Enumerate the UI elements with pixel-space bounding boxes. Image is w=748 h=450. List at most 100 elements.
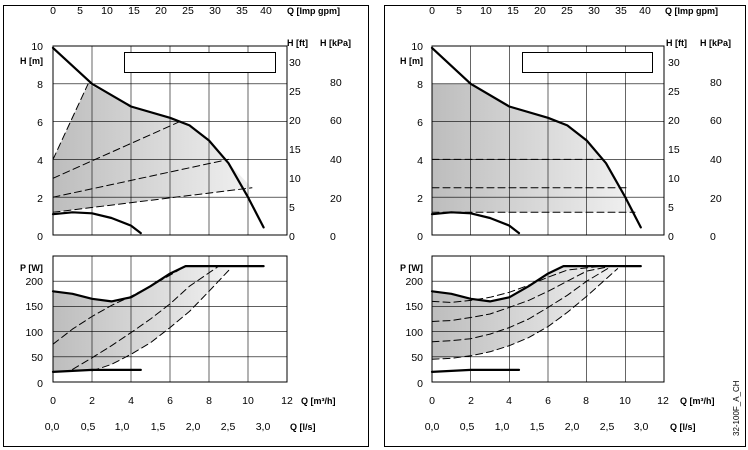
y-tick: 0 bbox=[37, 378, 43, 390]
ls-tick: 1,0 bbox=[115, 421, 130, 433]
y-axis-title: P [W] bbox=[20, 263, 43, 273]
x-tick: 10 bbox=[619, 395, 631, 407]
operating-region-fill bbox=[432, 83, 635, 213]
top-tick: 5 bbox=[456, 5, 462, 17]
dashed-curve bbox=[52, 121, 181, 179]
ft-tick: 5 bbox=[289, 202, 295, 214]
dashed-curve bbox=[431, 265, 613, 343]
y-tick: 50 bbox=[31, 352, 43, 364]
dashed-curve bbox=[52, 187, 253, 213]
ls-tick: 0,0 bbox=[425, 421, 440, 433]
max-speed-curve bbox=[430, 265, 642, 303]
top-tick: 40 bbox=[639, 5, 651, 17]
document-code: 32-100F_A_CH bbox=[732, 380, 741, 436]
max-speed-curve bbox=[51, 46, 265, 229]
y-axis-title: P [W] bbox=[400, 263, 423, 273]
x-tick: 12 bbox=[281, 395, 293, 407]
ft-tick: 5 bbox=[668, 202, 674, 214]
ls-tick: 2,0 bbox=[186, 421, 201, 433]
y-tick: 6 bbox=[417, 117, 423, 129]
y-tick: 4 bbox=[417, 155, 423, 167]
x-tick: 12 bbox=[657, 395, 669, 407]
x-tick: 0 bbox=[429, 395, 435, 407]
ft-tick: 15 bbox=[668, 144, 680, 156]
dashed-curve bbox=[431, 265, 613, 322]
right-panel-frame bbox=[384, 5, 746, 447]
ls-tick: 2,5 bbox=[221, 421, 236, 433]
y-tick: 100 bbox=[25, 327, 43, 339]
ft-tick: 10 bbox=[289, 173, 301, 185]
kpa-tick: 20 bbox=[330, 193, 342, 205]
top-tick: 15 bbox=[128, 5, 140, 17]
right-power-chart: P [W] 0 50 100 150 200 0 2 4 6 8 10 12 Q… bbox=[400, 255, 715, 433]
ft-tick: 20 bbox=[289, 115, 301, 127]
kpa-axis-title: H [kPa] bbox=[700, 38, 731, 48]
top-tick: 25 bbox=[561, 5, 573, 17]
x-tick: 8 bbox=[583, 395, 589, 407]
y-tick: 6 bbox=[37, 117, 43, 129]
ls-tick: 1,5 bbox=[151, 421, 166, 433]
x-axis-title: Q [m³/h] bbox=[680, 396, 715, 406]
y-tick: 10 bbox=[31, 41, 43, 53]
dashed-curve bbox=[52, 83, 89, 160]
dashed-curve bbox=[52, 158, 229, 198]
ls-tick: 0,5 bbox=[81, 421, 96, 433]
y-tick: 50 bbox=[411, 352, 423, 364]
ls-axis-title: Q [l/s] bbox=[290, 422, 316, 432]
kpa-axis-title: H [kPa] bbox=[320, 38, 351, 48]
top-axis-title: Q [Imp gpm] bbox=[287, 6, 340, 16]
left-head-chart: 0 5 10 15 20 25 30 35 40 Q [Imp gpm] H [… bbox=[20, 5, 351, 243]
top-tick: 25 bbox=[182, 5, 194, 17]
plot-area-frame bbox=[52, 255, 288, 383]
plot-area-frame bbox=[52, 45, 288, 236]
operating-region-fill bbox=[53, 266, 231, 372]
kpa-tick: 60 bbox=[710, 115, 722, 127]
y-tick: 10 bbox=[411, 41, 423, 53]
blank-label-box bbox=[522, 52, 653, 73]
y-tick: 200 bbox=[25, 276, 43, 288]
right-head-chart: 0 5 10 15 20 25 30 35 40 Q [Imp gpm] H [… bbox=[400, 5, 731, 243]
min-speed-curve bbox=[51, 211, 142, 235]
x-tick: 4 bbox=[506, 395, 512, 407]
y-tick: 8 bbox=[37, 79, 43, 91]
ft-tick: 0 bbox=[668, 231, 674, 243]
ft-tick: 15 bbox=[289, 144, 301, 156]
top-tick: 20 bbox=[534, 5, 546, 17]
y-axis-title: H [m] bbox=[20, 56, 43, 66]
top-tick: 10 bbox=[101, 5, 113, 17]
ft-tick: 30 bbox=[668, 57, 680, 69]
min-speed-curve bbox=[430, 368, 521, 373]
kpa-tick: 40 bbox=[710, 154, 722, 166]
ls-tick: 1,0 bbox=[495, 421, 510, 433]
y-tick: 2 bbox=[37, 193, 43, 205]
ls-tick: 0,0 bbox=[45, 421, 60, 433]
ft-tick: 0 bbox=[289, 231, 295, 243]
min-speed-curve bbox=[51, 368, 142, 373]
dashed-curve bbox=[431, 268, 619, 360]
top-tick: 30 bbox=[588, 5, 600, 17]
operating-region-fill bbox=[432, 266, 618, 360]
kpa-tick: 60 bbox=[330, 115, 342, 127]
top-tick: 30 bbox=[209, 5, 221, 17]
top-tick: 35 bbox=[615, 5, 627, 17]
kpa-tick: 0 bbox=[330, 231, 336, 243]
y-tick: 200 bbox=[405, 276, 423, 288]
dashed-curve bbox=[72, 265, 220, 370]
ls-tick: 3,0 bbox=[256, 421, 271, 433]
top-tick: 15 bbox=[507, 5, 519, 17]
kpa-tick: 0 bbox=[710, 231, 716, 243]
dashed-curve bbox=[91, 268, 231, 372]
y-tick: 2 bbox=[417, 193, 423, 205]
x-tick: 4 bbox=[128, 395, 134, 407]
plot-area-frame bbox=[431, 45, 665, 236]
x-tick: 8 bbox=[206, 395, 212, 407]
y-tick: 4 bbox=[37, 155, 43, 167]
x-tick: 6 bbox=[545, 395, 551, 407]
top-tick: 10 bbox=[480, 5, 492, 17]
top-tick: 20 bbox=[155, 5, 167, 17]
top-tick: 5 bbox=[77, 5, 83, 17]
x-tick: 6 bbox=[167, 395, 173, 407]
y-axis-title: H [m] bbox=[400, 56, 423, 66]
left-panel-frame bbox=[3, 5, 369, 447]
